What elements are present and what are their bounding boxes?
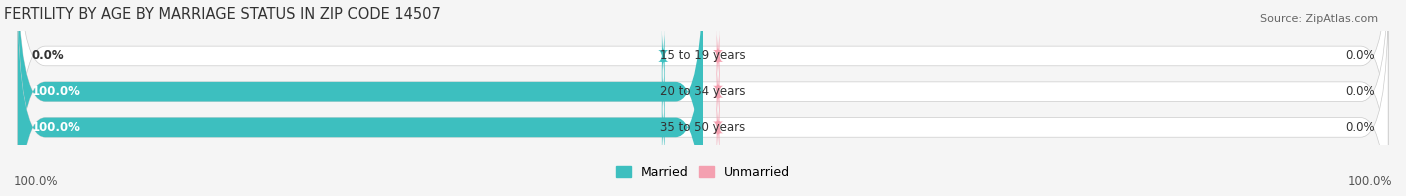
- Text: 0.0%: 0.0%: [1344, 121, 1375, 134]
- FancyBboxPatch shape: [18, 0, 1388, 196]
- FancyBboxPatch shape: [658, 98, 669, 157]
- Text: 0.0%: 0.0%: [1344, 85, 1375, 98]
- FancyBboxPatch shape: [18, 0, 1388, 189]
- Text: 35 to 50 years: 35 to 50 years: [661, 121, 745, 134]
- Text: FERTILITY BY AGE BY MARRIAGE STATUS IN ZIP CODE 14507: FERTILITY BY AGE BY MARRIAGE STATUS IN Z…: [4, 7, 441, 22]
- FancyBboxPatch shape: [18, 0, 1388, 196]
- FancyBboxPatch shape: [713, 98, 724, 157]
- FancyBboxPatch shape: [658, 26, 669, 86]
- FancyBboxPatch shape: [658, 62, 669, 122]
- Text: 15 to 19 years: 15 to 19 years: [661, 49, 745, 63]
- Text: 100.0%: 100.0%: [31, 85, 80, 98]
- Text: 0.0%: 0.0%: [31, 49, 65, 63]
- Text: Source: ZipAtlas.com: Source: ZipAtlas.com: [1260, 14, 1378, 24]
- FancyBboxPatch shape: [18, 0, 703, 196]
- Text: 100.0%: 100.0%: [14, 175, 59, 188]
- Legend: Married, Unmarried: Married, Unmarried: [616, 166, 790, 179]
- FancyBboxPatch shape: [713, 62, 724, 122]
- FancyBboxPatch shape: [18, 0, 703, 196]
- Text: 0.0%: 0.0%: [1344, 49, 1375, 63]
- Text: 100.0%: 100.0%: [31, 121, 80, 134]
- FancyBboxPatch shape: [713, 26, 724, 86]
- Text: 100.0%: 100.0%: [1347, 175, 1392, 188]
- Text: 20 to 34 years: 20 to 34 years: [661, 85, 745, 98]
